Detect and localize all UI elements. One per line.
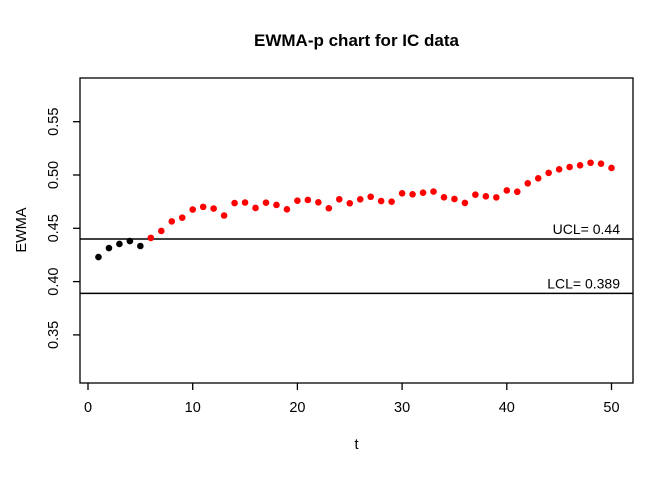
data-point <box>116 240 123 248</box>
data-point <box>388 198 395 205</box>
data-point <box>482 193 490 200</box>
data-point <box>252 204 259 212</box>
chart-title: EWMA-p chart for IC data <box>254 31 459 50</box>
data-point <box>325 204 333 212</box>
x-tick-label: 30 <box>394 400 410 416</box>
data-point <box>367 193 374 201</box>
data-point <box>576 161 584 169</box>
data-point <box>597 160 605 168</box>
data-point <box>409 190 416 198</box>
data-point <box>294 197 301 204</box>
data-point <box>189 206 196 213</box>
data-point <box>545 169 552 177</box>
data-point <box>356 196 364 203</box>
y-tick-label: 0.50 <box>46 161 62 189</box>
data-point <box>430 188 437 195</box>
x-tick-label: 20 <box>289 400 305 416</box>
x-tick-label: 0 <box>84 400 92 416</box>
data-point <box>315 198 322 206</box>
data-point <box>147 234 155 242</box>
lcl-label: LCL= 0.389 <box>547 275 620 291</box>
y-tick-label: 0.55 <box>46 108 62 136</box>
y-tick-label: 0.45 <box>46 214 62 242</box>
data-point <box>105 244 113 252</box>
x-axis-label: t <box>354 437 359 453</box>
data-point <box>262 199 270 207</box>
data-point <box>304 196 312 204</box>
x-tick-label: 10 <box>185 400 201 416</box>
data-point <box>503 187 511 194</box>
plot-box <box>79 77 634 384</box>
data-point <box>241 199 249 206</box>
data-point <box>178 214 186 221</box>
data-point <box>555 166 563 173</box>
data-point <box>157 227 165 235</box>
data-point <box>534 175 542 182</box>
data-point <box>95 253 102 261</box>
data-point <box>335 196 343 203</box>
data-point <box>472 191 479 199</box>
data-point <box>210 205 217 212</box>
data-point <box>440 193 448 201</box>
data-point <box>168 218 176 225</box>
data-point <box>273 201 280 209</box>
x-tick-label: 40 <box>499 400 515 416</box>
data-point <box>231 199 238 207</box>
data-point <box>377 197 385 205</box>
y-tick-label: 0.40 <box>46 267 62 295</box>
data-point <box>137 242 144 250</box>
data-point <box>283 206 291 213</box>
ucl-label: UCL= 0.44 <box>553 221 621 237</box>
data-point <box>126 237 134 245</box>
data-point <box>346 199 354 207</box>
data-point <box>461 199 469 207</box>
data-point <box>587 159 594 167</box>
data-point <box>451 195 458 203</box>
data-point <box>566 163 573 171</box>
data-point <box>493 194 500 201</box>
y-tick-label: 0.35 <box>46 321 62 349</box>
data-point <box>524 180 532 187</box>
y-axis-label: EWMA <box>14 207 30 253</box>
data-point <box>220 212 228 219</box>
data-point <box>608 164 615 172</box>
data-point <box>419 189 427 196</box>
x-tick-label: 50 <box>603 400 619 416</box>
data-point <box>513 188 521 196</box>
data-point <box>199 203 207 211</box>
data-point <box>398 190 406 197</box>
